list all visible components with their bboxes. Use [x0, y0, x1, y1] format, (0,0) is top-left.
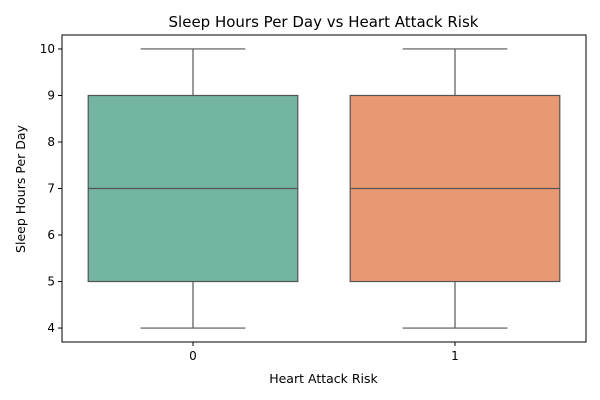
y-tick-label: 6 [47, 228, 55, 242]
y-tick-label: 5 [47, 275, 55, 289]
x-tick-label: 1 [451, 349, 459, 363]
y-tick-label: 10 [40, 42, 55, 56]
y-axis-label: Sleep Hours Per Day [13, 124, 28, 252]
box-group-1 [349, 48, 561, 329]
y-tick-label: 8 [47, 135, 55, 149]
y-tick-label: 7 [47, 182, 55, 196]
chart-title: Sleep Hours Per Day vs Heart Attack Risk [169, 13, 479, 31]
x-tick-label: 0 [189, 349, 197, 363]
y-tick-label: 4 [47, 321, 55, 335]
x-axis-label: Heart Attack Risk [269, 371, 378, 386]
plot-area [87, 48, 561, 329]
box-group-0 [87, 48, 299, 329]
y-tick-label: 9 [47, 88, 55, 102]
